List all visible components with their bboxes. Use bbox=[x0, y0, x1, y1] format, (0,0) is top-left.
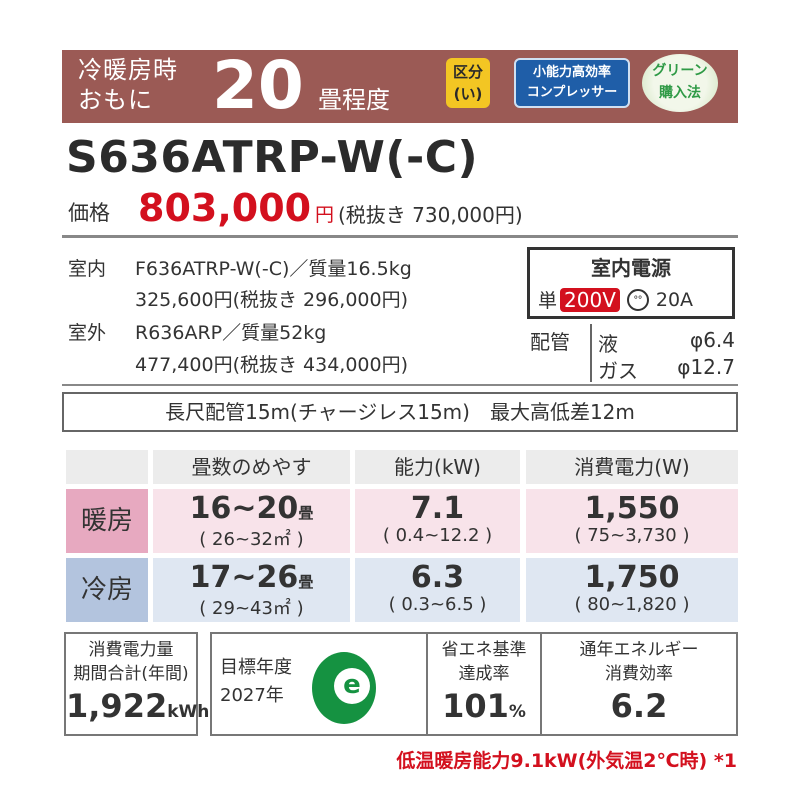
kubun-badge: 区分 (い) bbox=[446, 58, 490, 108]
indoor-label: 室内 bbox=[68, 258, 107, 280]
power-supply-box: 室内電源 単 200V ᐤᐤ 20A bbox=[527, 247, 735, 319]
voltage-badge: 200V bbox=[560, 287, 620, 312]
heating-capacity: 7.1( 0.4~12.2 ) bbox=[355, 489, 520, 553]
heating-power: 1,550( 75~3,730 ) bbox=[526, 489, 738, 553]
header-line1: 冷暖房時 bbox=[78, 56, 178, 84]
phase: 単 bbox=[538, 290, 558, 312]
liquid-label: 液 bbox=[598, 332, 618, 356]
power-title: 室内電源 bbox=[591, 256, 671, 280]
price-yen: 円 bbox=[315, 204, 335, 226]
divider bbox=[62, 235, 738, 238]
tatami-number: 20 bbox=[212, 47, 304, 124]
compressor-badge: 小能力高効率 コンプレッサー bbox=[514, 58, 630, 108]
amperage: 20A bbox=[655, 288, 694, 311]
cooling-power: 1,750( 80~1,820 ) bbox=[526, 558, 738, 622]
long-pipe-info: 長尺配管15m(チャージレス15m) 最大高低差12m bbox=[62, 392, 738, 432]
piping-divider bbox=[590, 324, 592, 382]
gas-size: φ12.7 bbox=[677, 355, 735, 379]
price-value: 803,000 bbox=[138, 186, 312, 230]
header-line2: おもに bbox=[78, 86, 153, 114]
apf: 通年エネルギー 消費効率 6.2 bbox=[579, 640, 699, 725]
header-capacity: 能力(kW) bbox=[355, 450, 520, 484]
outdoor-price: 477,400円(税抜き 434,000円) bbox=[135, 354, 409, 376]
outdoor-model: R636ARP／質量52kg bbox=[135, 322, 327, 344]
achievement-rate: 省エネ基準 達成率 101% bbox=[441, 640, 527, 725]
row-label-cooling: 冷房 bbox=[66, 558, 148, 622]
plug-outlet-icon: ᐤᐤ bbox=[626, 288, 649, 311]
outdoor-label: 室外 bbox=[68, 322, 107, 344]
cooling-capacity: 6.3( 0.3~6.5 ) bbox=[355, 558, 520, 622]
piping-label: 配管 bbox=[530, 330, 570, 354]
annual-consumption-box: 消費電力量 期間合計(年間) 1,922kWh bbox=[64, 632, 209, 736]
price-label: 価格 bbox=[68, 201, 110, 225]
gas-label: ガス bbox=[598, 359, 638, 383]
green-purchase-badge: グリーン 購入法 bbox=[642, 54, 718, 112]
header-tatami: 畳数のめやす bbox=[153, 450, 350, 484]
header-power: 消費電力(W) bbox=[526, 450, 738, 484]
cooling-tatami: 17~26畳( 29~43㎡ ) bbox=[153, 558, 350, 622]
price-ex-tax: (税抜き 730,000円) bbox=[338, 203, 523, 227]
liquid-size: φ6.4 bbox=[690, 328, 735, 352]
row-label-heating: 暖房 bbox=[66, 489, 148, 553]
energy-saving-e-mark: e bbox=[312, 652, 376, 724]
table-corner bbox=[66, 450, 148, 484]
tatami-unit: 畳程度 bbox=[318, 86, 390, 114]
indoor-model: F636ATRP-W(-C)／質量16.5kg bbox=[135, 258, 412, 280]
header-band: 冷暖房時 おもに 20 畳程度 区分 (い) 小能力高効率 コンプレッサー グリーン… bbox=[62, 47, 738, 124]
target-year: 目標年度 2027年 bbox=[220, 657, 292, 706]
divider bbox=[62, 384, 738, 386]
indoor-price: 325,600円(税抜き 296,000円) bbox=[135, 289, 409, 311]
model-number: S636ATRP-W(-C) bbox=[66, 132, 479, 183]
heating-tatami: 16~20畳( 26~32㎡ ) bbox=[153, 489, 350, 553]
footnote: 低温暖房能力9.1kW(外気温2℃時) *1 bbox=[396, 750, 737, 772]
efficiency-box: 目標年度 2027年 e 省エネ基準 達成率 101% 通年エネルギー 消費効率 6.… bbox=[210, 632, 738, 736]
